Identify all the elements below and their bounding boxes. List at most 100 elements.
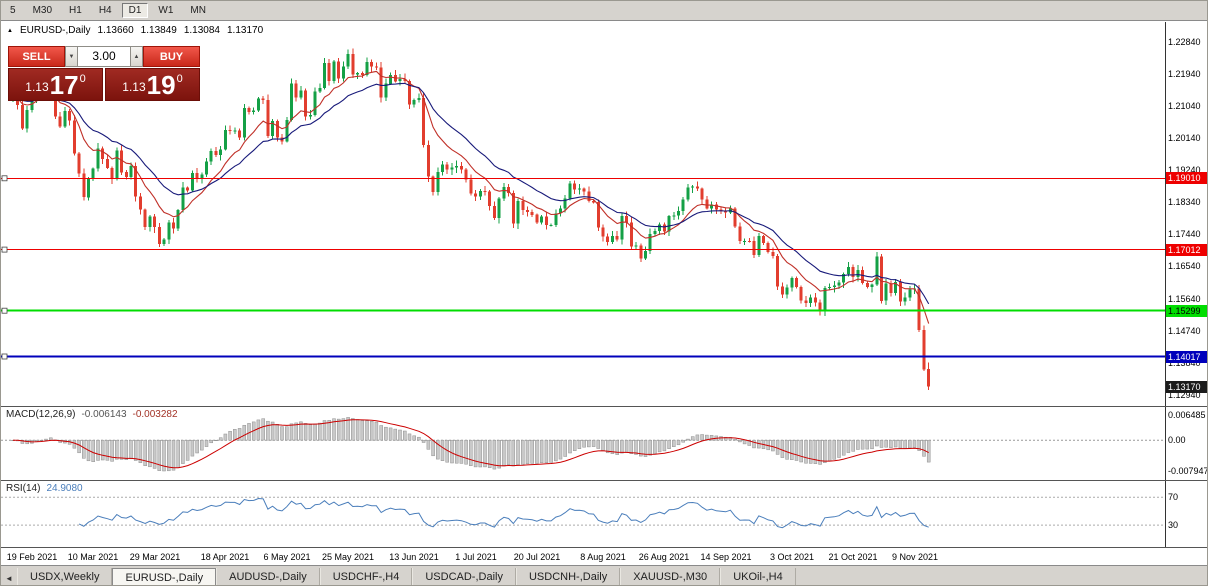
price-axis-label: 1.19240 bbox=[1168, 165, 1201, 176]
timeframe-button-h4[interactable]: H4 bbox=[92, 3, 119, 18]
chart-tab-usdx-weekly[interactable]: USDX,Weekly bbox=[17, 568, 113, 585]
ohlc-toggle-icon[interactable]: ▲ bbox=[7, 27, 13, 34]
ohlc-low-value: 1.13084 bbox=[183, 25, 220, 36]
sell-big-figure: 1.13 bbox=[25, 80, 49, 94]
price-axis-label: 1.20140 bbox=[1168, 132, 1201, 143]
price-axis-label: 1.21940 bbox=[1168, 68, 1201, 79]
rsi-panel: RSI(14) 24.9080 70 30 bbox=[1, 480, 1207, 548]
date-axis-label: 21 Oct 2021 bbox=[828, 552, 878, 562]
level-price-tag: 1.14017 bbox=[1166, 350, 1207, 363]
timeframe-button-h1[interactable]: H1 bbox=[62, 3, 89, 18]
date-axis-label: 29 Mar 2021 bbox=[129, 552, 181, 562]
buy-price-display[interactable]: 1.13 19 0 bbox=[105, 68, 200, 101]
date-axis-label: 13 Jun 2021 bbox=[389, 552, 439, 562]
sell-pips: 17 bbox=[49, 70, 79, 100]
buy-button[interactable]: BUY bbox=[143, 46, 200, 67]
rsi-chart[interactable] bbox=[1, 481, 1165, 548]
macd-axis-label: -0.007947 bbox=[1168, 466, 1208, 476]
level-price-tag: 1.17012 bbox=[1166, 243, 1207, 256]
rsi-label: RSI(14) 24.9080 bbox=[6, 483, 83, 494]
macd-panel: MACD(12,26,9) -0.006143 -0.003282 0.0064… bbox=[1, 406, 1208, 481]
price-axis-label: 1.16540 bbox=[1168, 261, 1201, 272]
chart-header: ▲ EURUSD-,Daily 1.13660 1.13849 1.13084 … bbox=[7, 25, 263, 36]
date-axis-label: 14 Sep 2021 bbox=[700, 552, 752, 562]
chart-symbol-label: EURUSD-,Daily bbox=[19, 25, 91, 36]
sell-button[interactable]: SELL bbox=[8, 46, 65, 67]
date-axis-label: 1 Jul 2021 bbox=[455, 552, 497, 562]
macd-indicator-name: MACD(12,26,9) bbox=[6, 409, 76, 420]
price-axis-label: 1.12940 bbox=[1168, 389, 1201, 400]
ma-slow-line bbox=[12, 82, 930, 305]
chart-tab-eurusd-daily[interactable]: EURUSD-,Daily bbox=[112, 568, 217, 585]
date-axis-label: 19 Feb 2021 bbox=[6, 552, 58, 562]
ohlc-high-value: 1.13849 bbox=[140, 25, 177, 36]
rsi-level-label: 70 bbox=[1168, 492, 1179, 503]
chart-tab-usdchf-h4[interactable]: USDCHF-,H4 bbox=[319, 568, 413, 585]
one-click-trade-widget: SELL ▼ 3.00 ▲ BUY 1.13 17 0 1.13 19 0 bbox=[8, 46, 200, 101]
price-axis[interactable]: 1.22840 1.21940 1.21040 1.20140 1.19240 1.183… bbox=[1165, 22, 1207, 406]
chart-tab-usdcnh-daily[interactable]: USDCNH-,Daily bbox=[515, 568, 621, 585]
line-handle bbox=[1, 246, 8, 253]
date-axis-label: 25 May 2021 bbox=[321, 552, 375, 562]
volume-decrease-icon[interactable]: ▼ bbox=[65, 46, 78, 67]
buy-pipette: 0 bbox=[176, 73, 183, 85]
sell-price-display[interactable]: 1.13 17 0 bbox=[8, 68, 103, 101]
price-axis-label: 1.13840 bbox=[1168, 357, 1201, 368]
ohlc-open-value: 1.13660 bbox=[97, 25, 134, 36]
date-axis-label: 26 Aug 2021 bbox=[638, 552, 690, 562]
price-axis-label: 1.15640 bbox=[1168, 293, 1201, 304]
macd-signal-value: -0.003282 bbox=[132, 409, 178, 420]
price-axis-label: 1.17440 bbox=[1168, 229, 1201, 240]
chart-tab-bar: ◄ USDX,Weekly EURUSD-,Daily AUDUSD-,Daily U… bbox=[1, 565, 1207, 585]
line-handle bbox=[1, 175, 8, 182]
timeframe-toolbar: 5 M30 H1 H4 D1 W1 MN bbox=[1, 1, 1207, 21]
macd-axis-label: 0.006485 bbox=[1168, 410, 1206, 420]
timeframe-button-d1[interactable]: D1 bbox=[121, 3, 149, 18]
price-chart-panel: ▲ EURUSD-,Daily 1.13660 1.13849 1.13084 … bbox=[1, 22, 1207, 406]
rsi-line bbox=[78, 497, 929, 529]
buy-big-figure: 1.13 bbox=[122, 80, 146, 94]
date-axis-label: 18 Apr 2021 bbox=[200, 552, 250, 562]
timeframe-button-m30[interactable]: M30 bbox=[26, 3, 59, 18]
price-axis-label: 1.21040 bbox=[1168, 100, 1201, 111]
date-axis-label: 6 May 2021 bbox=[263, 552, 311, 562]
horizontal-level-lines[interactable] bbox=[1, 175, 1165, 360]
line-handle bbox=[1, 307, 8, 314]
sell-pipette: 0 bbox=[79, 73, 86, 85]
macd-label: MACD(12,26,9) -0.006143 -0.003282 bbox=[6, 409, 178, 420]
date-axis-label: 20 Jul 2021 bbox=[513, 552, 561, 562]
chart-tab-audusd-daily[interactable]: AUDUSD-,Daily bbox=[216, 568, 320, 585]
rsi-axis[interactable]: 70 30 bbox=[1165, 481, 1207, 547]
ma-fast-line bbox=[12, 70, 930, 324]
volume-input[interactable]: 3.00 bbox=[78, 46, 130, 67]
macd-signal-line bbox=[12, 419, 929, 469]
trade-controls-row: SELL ▼ 3.00 ▲ BUY bbox=[8, 46, 200, 67]
macd-chart[interactable] bbox=[1, 407, 1165, 481]
price-axis-label: 1.18340 bbox=[1168, 197, 1201, 208]
bid-ask-display: 1.13 17 0 1.13 19 0 bbox=[8, 68, 200, 101]
macd-axis-label: 0.00 bbox=[1168, 435, 1186, 446]
level-price-tag: 1.19010 bbox=[1166, 172, 1207, 185]
tab-scroll-left-icon[interactable]: ◄ bbox=[5, 574, 13, 583]
rsi-indicator-name: RSI(14) bbox=[6, 483, 41, 494]
price-axis-label: 1.14740 bbox=[1168, 325, 1201, 336]
macd-axis[interactable]: 0.006485 0.00 -0.007947 bbox=[1165, 407, 1208, 480]
date-axis-label: 3 Oct 2021 bbox=[769, 552, 815, 562]
timeframe-button-5[interactable]: 5 bbox=[3, 3, 23, 18]
chart-tab-xauusd-m30[interactable]: XAUUSD-,M30 bbox=[620, 568, 721, 585]
current-price-tag: 1.13170 bbox=[1166, 380, 1207, 393]
ohlc-close-value: 1.13170 bbox=[226, 25, 264, 36]
volume-increase-icon[interactable]: ▲ bbox=[130, 46, 143, 67]
rsi-value: 24.9080 bbox=[46, 483, 83, 494]
date-axis-label: 9 Nov 2021 bbox=[891, 552, 939, 562]
macd-histogram bbox=[11, 417, 931, 472]
chart-tab-usdcad-daily[interactable]: USDCAD-,Daily bbox=[412, 568, 516, 585]
macd-main-value: -0.006143 bbox=[81, 409, 127, 420]
date-axis-label: 10 Mar 2021 bbox=[67, 552, 119, 562]
line-handle bbox=[1, 353, 8, 360]
timeframe-button-w1[interactable]: W1 bbox=[151, 3, 180, 18]
chart-tab-ukoil-h4[interactable]: UKOil-,H4 bbox=[720, 568, 796, 585]
date-axis[interactable]: 19 Feb 2021 10 Mar 2021 29 Mar 2021 18 Apr … bbox=[1, 547, 1207, 565]
timeframe-button-mn[interactable]: MN bbox=[183, 3, 213, 18]
